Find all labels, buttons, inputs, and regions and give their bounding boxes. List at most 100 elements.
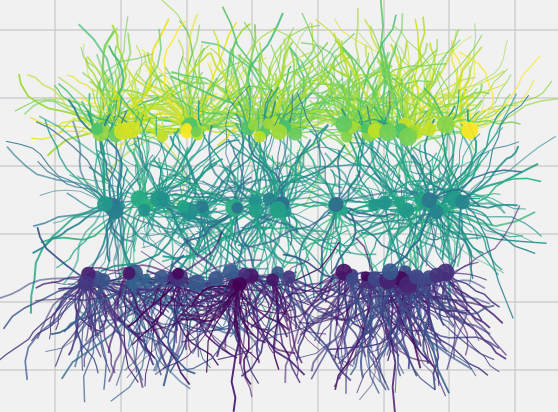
dendrite-branch (240, 276, 290, 326)
dendrite-branch (86, 110, 106, 204)
dendrite-branch (390, 43, 406, 124)
dendrite-branch (364, 275, 431, 363)
dendrite-branch (40, 198, 140, 244)
dendrite-branch (136, 182, 238, 209)
dendrite-branch (60, 282, 135, 380)
dendrite-branch (368, 276, 418, 354)
dendrite-branch (423, 38, 447, 126)
dendrite-branch (244, 82, 280, 133)
neuron-soma (248, 203, 264, 219)
dendrite-branch (384, 52, 391, 133)
dendrite-branch (110, 83, 163, 137)
neuron-soma (367, 271, 383, 286)
dendrite-branch (254, 278, 353, 342)
dendrite-branch (407, 28, 460, 137)
dendrite-branch (351, 278, 373, 349)
dendrite-branch (445, 118, 521, 126)
dendrite-branch (404, 30, 458, 124)
dendrite-branch (122, 136, 206, 213)
neuron-soma (345, 272, 359, 286)
dendrite-branch (106, 167, 123, 207)
dendrite-branch (428, 169, 522, 201)
dendrite-branch (18, 73, 102, 134)
dendrite-branch (31, 282, 87, 342)
dendrite-branch (54, 282, 92, 367)
dendrite-branch (428, 153, 455, 201)
neuron-soma (77, 275, 94, 292)
dendrite-branch (84, 282, 123, 383)
dendrite-branch (366, 278, 387, 391)
dendrite-branch (245, 179, 344, 212)
neuron-soma (421, 192, 438, 208)
dendrite-branch (415, 276, 435, 331)
dendrite-branch (176, 273, 231, 355)
dendrite-branch (117, 91, 150, 205)
dendrite-branch (239, 284, 249, 335)
dendrite-branch (461, 135, 557, 203)
neuron-soma (154, 270, 169, 284)
dendrite-branch (230, 210, 259, 272)
dendrite-branch (243, 273, 327, 335)
dendrite-branch (155, 116, 169, 200)
neuron-soma (208, 271, 224, 287)
dendrite-branch (76, 119, 123, 136)
dendrite-branch (277, 209, 310, 261)
dendrite-branch (436, 211, 536, 255)
dendrite-branch (445, 39, 508, 125)
dendrite-branch (343, 97, 405, 125)
dendrite-branch (116, 273, 147, 342)
neuron-soma (156, 130, 169, 142)
dendrite-branch (400, 132, 423, 200)
dendrite-branch (373, 63, 447, 133)
dendrite-branch (411, 91, 490, 133)
neuron-soma (247, 120, 259, 131)
dendrite-branch (347, 138, 401, 204)
dendrite-branch (180, 283, 241, 323)
neuron-soma (138, 203, 151, 217)
dendrite-branch (342, 210, 374, 271)
neuron-soma (436, 115, 455, 134)
dendrite-branch (366, 271, 391, 394)
dendrite-branch (255, 86, 280, 211)
dendrite-branch (469, 79, 535, 132)
neuron-soma (271, 123, 288, 140)
neuron-soma (394, 197, 406, 209)
soma-layer (77, 115, 479, 294)
dendrite-branch (276, 276, 301, 384)
dendrite-branch (128, 72, 163, 137)
dendrite-branch (128, 273, 191, 386)
dendrite-branch (269, 209, 303, 266)
dendrite-branch (130, 44, 163, 137)
neuron-soma (461, 121, 479, 139)
dendrite-branch (86, 55, 124, 132)
dendrite-branch (318, 271, 347, 344)
neuron-soma (140, 273, 151, 284)
dendrite-branch (0, 282, 86, 361)
dendrite-branch (62, 203, 106, 285)
dendrite-branch (461, 201, 514, 319)
dendrite-branch (29, 202, 106, 314)
dendrite-branch (107, 129, 188, 146)
dendrite-branch (351, 278, 390, 391)
dendrite-branch (284, 271, 345, 384)
neuron-soma (122, 266, 136, 280)
dendrite-branch (282, 253, 391, 280)
neuron-soma (368, 199, 381, 212)
dendrite-branch (466, 60, 476, 131)
dendrite-branch (133, 136, 165, 200)
dendrite-branch (93, 96, 123, 205)
dendrite-branch (188, 160, 239, 212)
neuron-soma (253, 130, 266, 143)
dendrite-branch (160, 174, 235, 209)
dendrite-branch (36, 282, 87, 340)
dendrite-branch (465, 68, 509, 132)
neuron-soma (157, 192, 170, 206)
dendrite-branch (208, 124, 239, 209)
neuron-soma (367, 123, 383, 138)
dendrite-branch (23, 99, 117, 136)
dendrite-branch (310, 278, 353, 380)
dendrite-branch (386, 202, 401, 254)
dendrite-branch (32, 205, 113, 228)
dendrite-branch (275, 274, 353, 323)
neuron-soma (335, 115, 353, 133)
